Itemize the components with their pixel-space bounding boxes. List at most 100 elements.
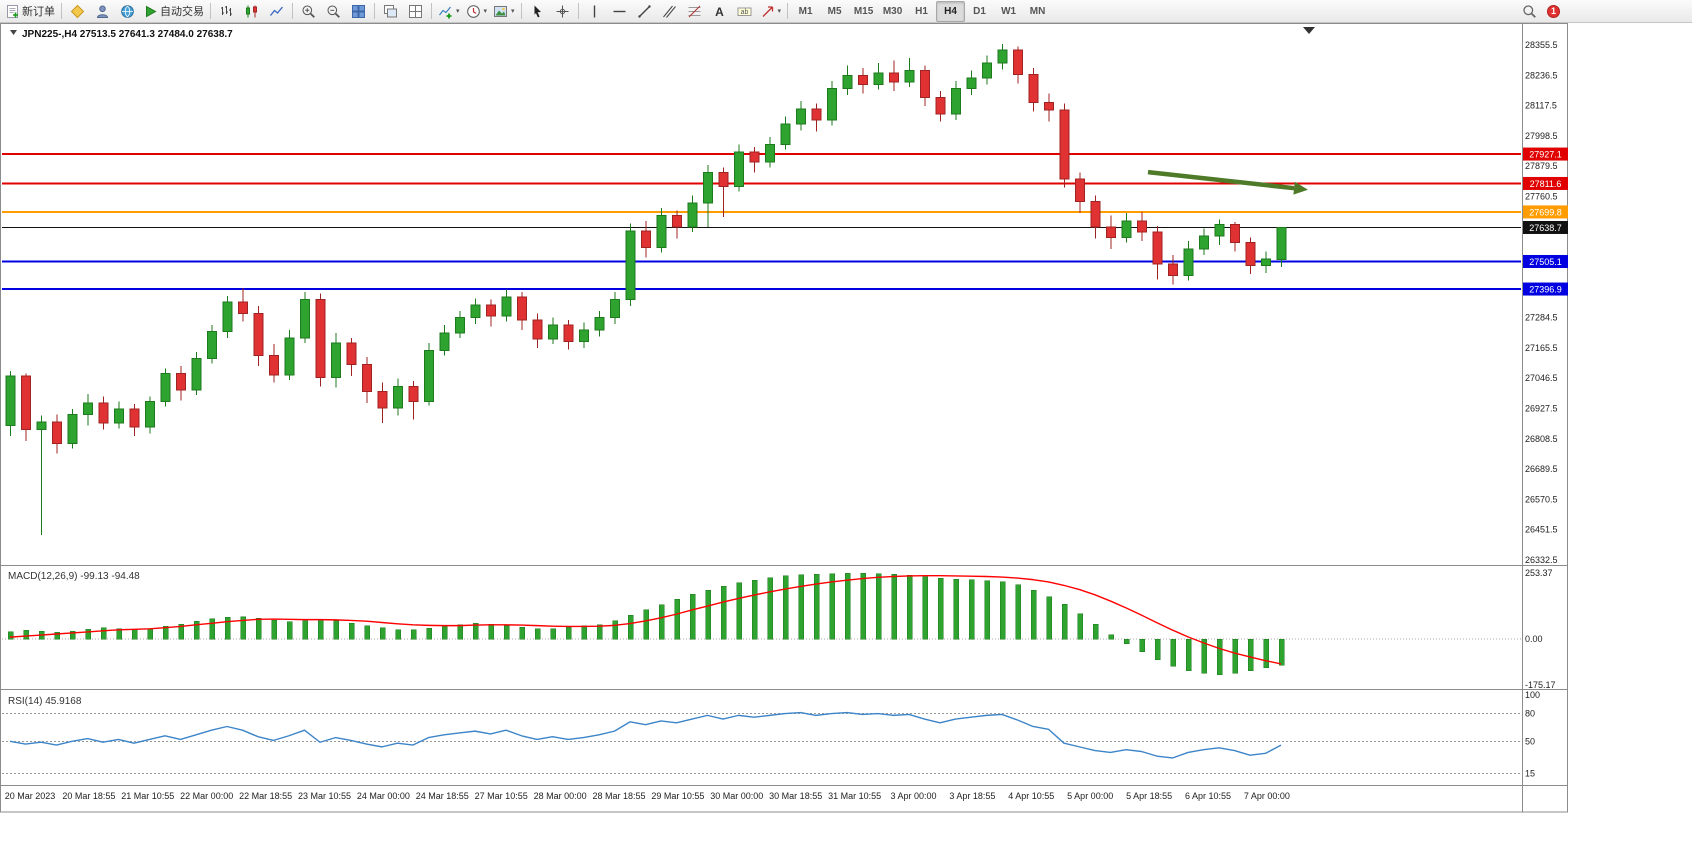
svg-text:ab: ab [740, 9, 748, 16]
trendline-button[interactable] [632, 1, 657, 22]
support-line-2-tag-label: 27396.9 [1529, 285, 1562, 295]
toolbar-separator [292, 3, 293, 19]
channel-icon [662, 5, 676, 18]
current-price-line-tag-label: 27638.7 [1529, 223, 1562, 233]
support-line-1-tag [1523, 254, 1568, 268]
timeframe-m1-button[interactable]: M1 [798, 5, 813, 17]
time-axis-label: 20 Mar 18:55 [62, 791, 115, 801]
notification-badge[interactable]: 1 [1547, 4, 1560, 18]
profile-icon [96, 5, 109, 18]
bar-chart-button[interactable] [214, 1, 239, 22]
rsi-axis-label: 50 [1525, 736, 1535, 746]
macd-signal-line [9, 575, 1282, 665]
timeframe-m15-button[interactable]: M15 [853, 5, 874, 17]
price-axis-label: 27165.5 [1525, 343, 1558, 353]
text-label-button[interactable]: ab [732, 1, 757, 22]
chart-menu-icon[interactable] [10, 30, 17, 35]
time-axis-label: 29 Mar 10:55 [651, 791, 704, 801]
timeframe-m5-button[interactable]: M5 [827, 5, 842, 17]
price-axis-label: 27284.5 [1525, 313, 1558, 323]
search-button[interactable] [1517, 1, 1542, 22]
toolbar-separator [431, 3, 432, 19]
toolbar-separator [374, 3, 375, 19]
time-axis[interactable]: 20 Mar 2023 20 Mar 18:55 21 Mar 10:55 22 Ma… [5, 791, 1290, 801]
time-axis-label: 22 Mar 00:00 [180, 791, 233, 801]
vertical-line-button[interactable] [582, 1, 607, 22]
timeframe-w1-button[interactable]: W1 [1001, 5, 1017, 17]
timeframe-h1-button[interactable]: H1 [915, 5, 928, 17]
resistance-line-2-tag [1523, 176, 1568, 190]
auto-arrange-button[interactable] [403, 1, 428, 22]
price-axis-label: 26570.5 [1525, 494, 1558, 504]
zoom-in-button[interactable] [296, 1, 321, 22]
new-order-button[interactable]: 新订单 [2, 1, 58, 22]
periods-icon [466, 4, 480, 18]
indicators-button[interactable]: ▾ [435, 1, 463, 22]
timeframe-h4-button[interactable]: H4 [936, 0, 966, 22]
price-axis-label: 26927.5 [1525, 404, 1558, 414]
tile-windows-button[interactable] [346, 1, 371, 22]
support-line-1-tag-label: 27505.1 [1529, 257, 1562, 267]
toolbar-separator [577, 3, 579, 19]
cursor-button[interactable] [525, 1, 550, 22]
chart-window[interactable]: MACD(12,26,9) -99.13 -94.48 253.37 0.00 -17… [0, 23, 1568, 813]
community-button[interactable] [115, 1, 140, 22]
timeframe-mn-button[interactable]: MN [1029, 5, 1046, 17]
crosshair-button[interactable] [550, 1, 575, 22]
chart-shift-marker[interactable] [1303, 27, 1315, 34]
community-icon [121, 4, 134, 18]
zoom-in-icon [302, 5, 315, 18]
toolbar-separator [210, 3, 211, 19]
rsi-axis-label: 15 [1525, 769, 1535, 779]
price-axis-label: 26689.5 [1525, 464, 1558, 474]
dropdown-arrow-icon: ▾ [777, 8, 782, 15]
profiles-button[interactable] [90, 1, 115, 22]
price-axis-label: 26332.5 [1525, 555, 1558, 565]
metaquotes-button[interactable] [65, 1, 90, 22]
templates-button[interactable]: ▾ [490, 1, 518, 22]
time-axis-label: 7 Apr 00:00 [1244, 791, 1290, 801]
resistance-line-2-tag-label: 27811.6 [1530, 179, 1562, 189]
macd-axis-label: -175.17 [1525, 680, 1556, 690]
arrows-button[interactable]: ▾ [757, 1, 785, 22]
periods-button[interactable]: ▾ [463, 1, 491, 22]
dropdown-arrow-icon: ▾ [456, 8, 460, 15]
autotrading-button[interactable]: 自动交易 [140, 1, 207, 22]
price-axis-label: 28355.5 [1525, 40, 1558, 50]
arrange-icon [409, 4, 422, 18]
macd-label: MACD(12,26,9) -99.13 -94.48 [8, 571, 140, 582]
templates-icon [494, 5, 508, 17]
horizontal-line-button[interactable] [607, 1, 632, 22]
time-axis-label: 27 Mar 10:55 [475, 791, 528, 801]
zoom-out-button[interactable] [321, 1, 346, 22]
line-icon [269, 6, 283, 16]
arrows-icon [762, 5, 773, 17]
timeframe-m30-button[interactable]: M30 [882, 5, 903, 17]
rsi-panel: RSI(14) 45.9168 100 80 50 15 [2, 690, 1540, 779]
trend-arrow-annotation[interactable] [1147, 169, 1308, 195]
dropdown-arrow-icon: ▾ [511, 8, 515, 15]
svg-text:A: A [715, 5, 724, 19]
time-axis-label: 31 Mar 10:55 [828, 791, 881, 801]
line-chart-button[interactable] [264, 1, 289, 22]
fibonacci-button[interactable] [682, 1, 707, 22]
equidistant-channel-button[interactable] [657, 1, 682, 22]
macd-axis-label: 0.00 [1525, 634, 1543, 644]
text-button[interactable]: A [707, 1, 732, 22]
timeframe-d1-button[interactable]: D1 [973, 5, 986, 17]
candlestick-chart-button[interactable] [239, 1, 264, 22]
macd-panel: MACD(12,26,9) -99.13 -94.48 253.37 0.00 -17… [2, 568, 1556, 690]
rsi-label: RSI(14) 45.9168 [8, 696, 82, 707]
price-axis-label: 26451.5 [1525, 525, 1558, 535]
tile-icon [352, 4, 365, 18]
price-scale[interactable]: 28355.5 28236.5 28117.5 27998.5 27879.5 27760… [1523, 40, 1568, 565]
toolbar-right-group: 1 [1517, 1, 1566, 22]
rsi-axis-label: 80 [1525, 709, 1535, 719]
price-axis-label: 26808.5 [1525, 434, 1558, 444]
new-chart-button[interactable] [378, 1, 403, 22]
time-axis-label: 22 Mar 18:55 [239, 791, 292, 801]
price-chart[interactable]: MACD(12,26,9) -99.13 -94.48 253.37 0.00 -17… [0, 23, 1568, 813]
